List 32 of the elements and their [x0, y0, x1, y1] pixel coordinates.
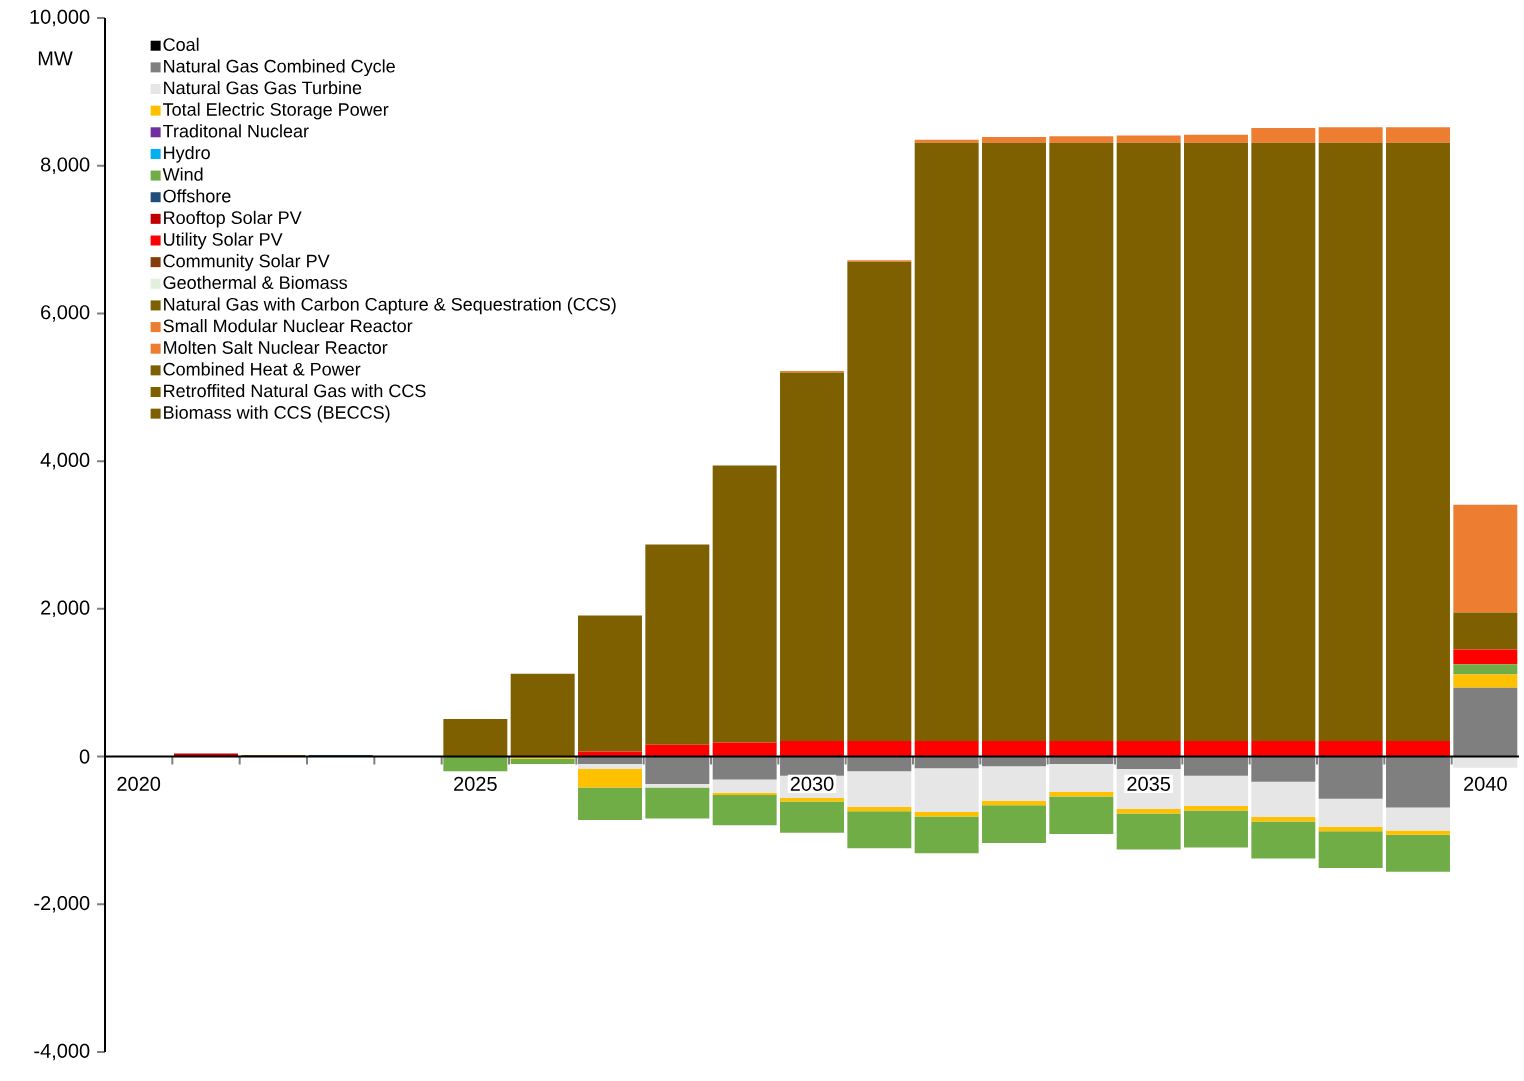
- legend-label: Natural Gas Gas Turbine: [164, 80, 362, 95]
- legend-label: Rooftop Solar PV: [164, 210, 302, 228]
- legend-label: Offshore: [163, 189, 231, 203]
- y-tick-label: 4,000: [40, 452, 90, 470]
- y-tick-label: -2,000: [34, 896, 90, 913]
- y-tick-label: 2,000: [41, 600, 90, 618]
- y-tick-label: 10,000: [30, 9, 90, 27]
- legend-label: Retroffited Natural Gas with CCS: [164, 383, 426, 398]
- x-tick-label: 2040: [1464, 776, 1507, 791]
- legend-label: Traditonal Nuclear: [163, 124, 309, 138]
- legend-label: Small Modular Nuclear Reactor: [163, 319, 413, 333]
- x-tick-label: 2025: [454, 776, 497, 791]
- legend-label: Hydro: [164, 145, 210, 163]
- legend-label: Natural Gas Combined Cycle: [164, 59, 395, 77]
- legend-label: Molten Salt Nuclear Reactor: [164, 340, 388, 354]
- y-tick-label: 6,000: [41, 305, 90, 322]
- x-tick-label: 2035: [1127, 776, 1171, 791]
- y-tick-label: 8,000: [40, 157, 90, 174]
- x-tick-label: 2030: [790, 776, 834, 791]
- legend-label: Community Solar PV: [163, 254, 330, 271]
- y-tick-label: -4,000: [34, 1043, 90, 1061]
- legend-label: Utility Solar PV: [164, 232, 283, 250]
- legend-label: Natural Gas with Carbon Capture & Sequestration (CCS): [164, 297, 616, 315]
- legend-label: Combined Heat & Power: [163, 362, 361, 376]
- legend-label: Wind: [162, 167, 203, 181]
- x-tick-label: 2020: [117, 776, 161, 791]
- legend-label: Biomass with CCS (BECCS): [164, 405, 390, 423]
- y-axis-title: MW: [38, 51, 73, 66]
- legend-label: Total Electric Storage Power: [163, 102, 389, 120]
- legend-label: Coal: [163, 37, 199, 51]
- legend-label: Geothermal & Biomass: [163, 275, 348, 289]
- y-tick-label: 0: [79, 749, 90, 764]
